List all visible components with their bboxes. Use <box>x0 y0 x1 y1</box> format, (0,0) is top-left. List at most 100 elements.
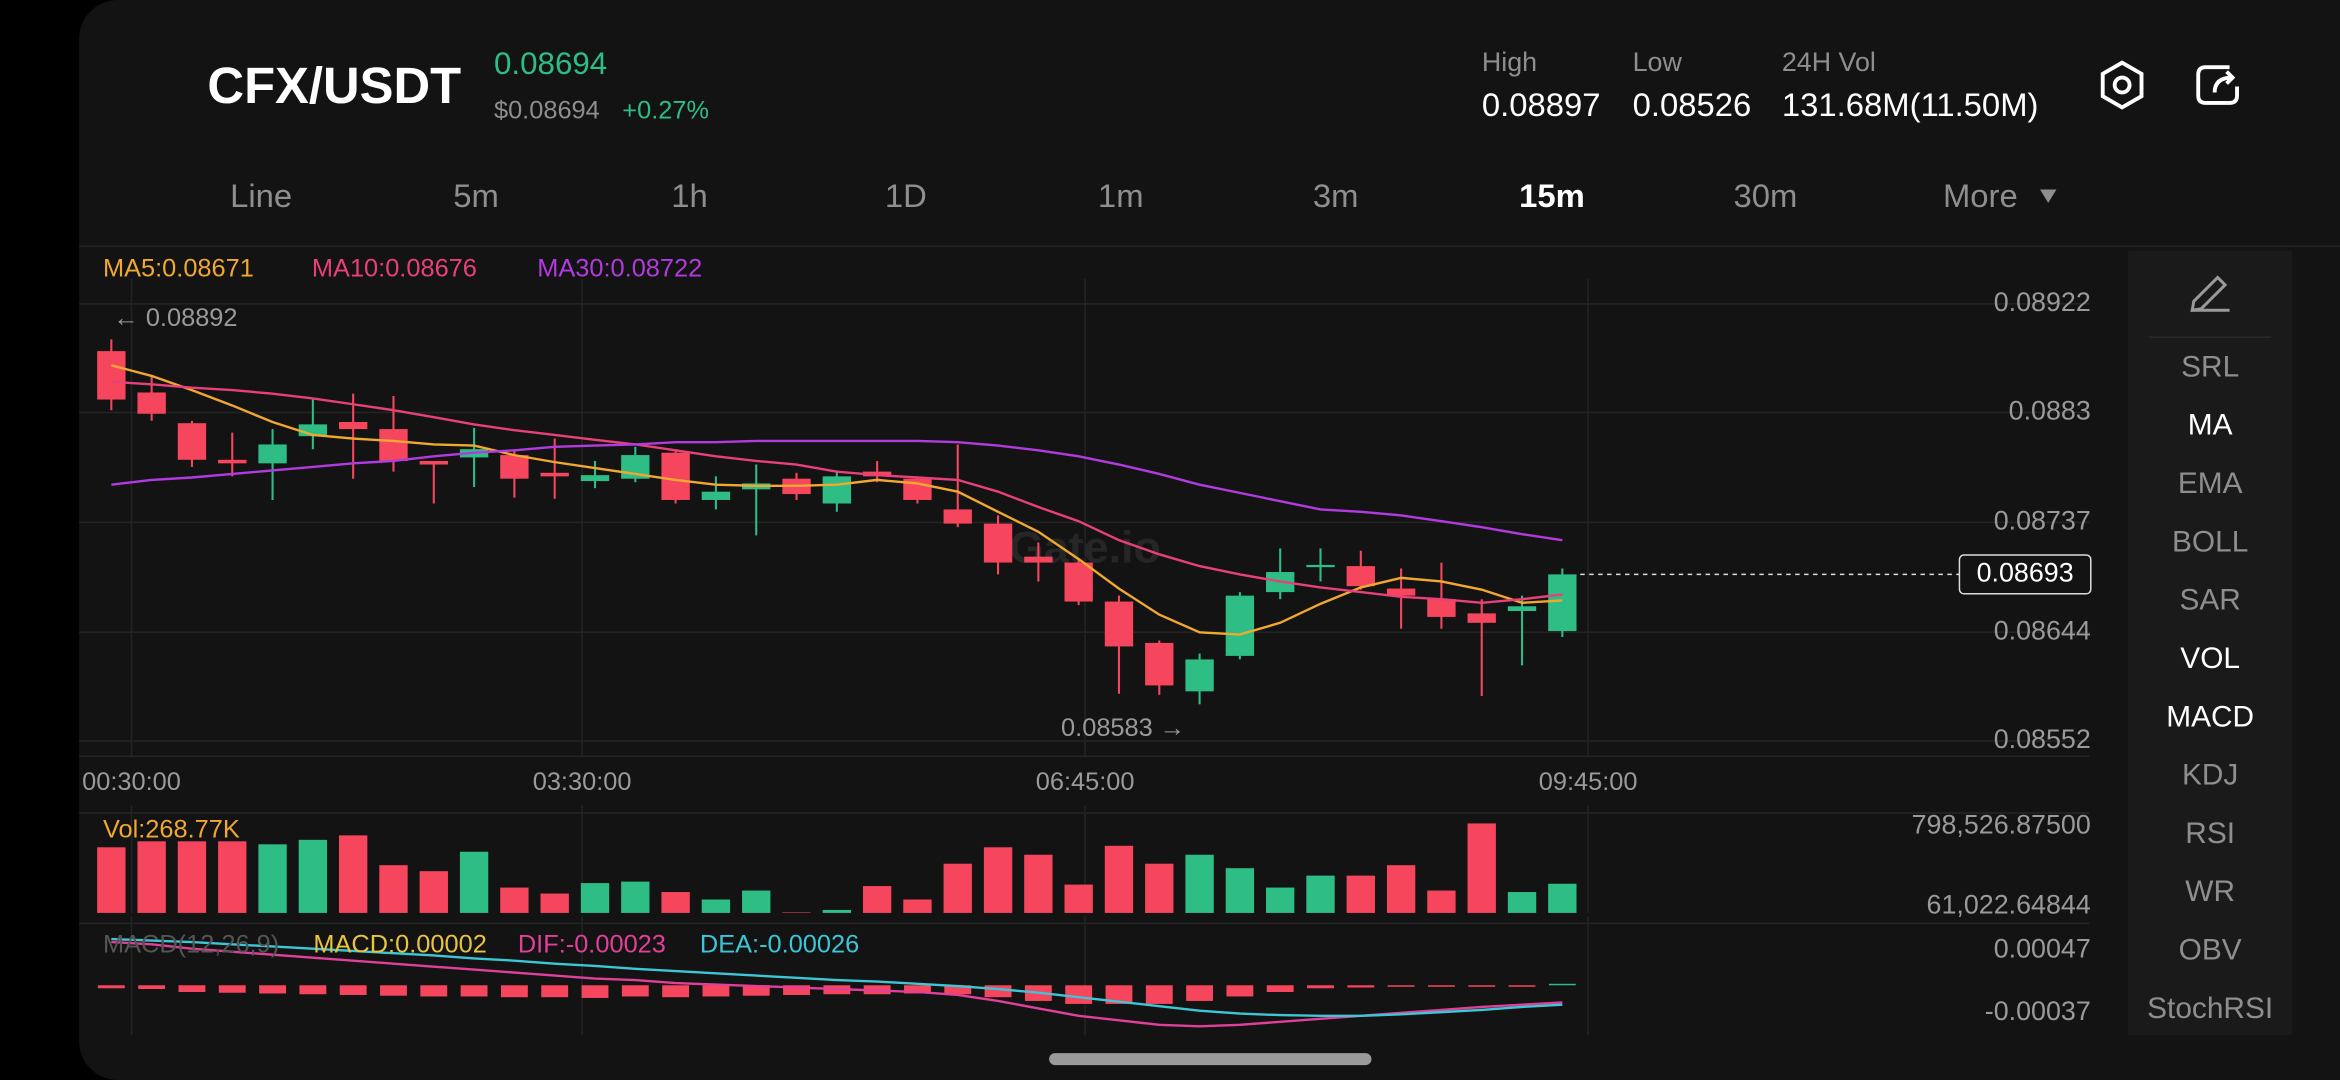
volume-bar <box>1386 865 1416 913</box>
volume-bar <box>1266 887 1295 913</box>
y-tick-label: 798,526.87500 <box>1912 809 2091 839</box>
volume-bar <box>1104 845 1134 913</box>
interval-tab[interactable]: 1m <box>1098 177 1144 214</box>
share-button[interactable] <box>2196 65 2239 105</box>
candle-body <box>500 455 529 479</box>
volume-bar <box>218 841 247 913</box>
macd-bar <box>1427 985 1455 987</box>
volume-bar <box>1467 823 1496 913</box>
candle-body <box>137 392 166 414</box>
macd-bar <box>259 985 286 994</box>
macd-bar <box>1065 985 1093 1004</box>
macd-bar <box>339 985 367 995</box>
indicator-item[interactable]: KDJ <box>2182 759 2238 792</box>
indicator-item[interactable]: BOLL <box>2172 525 2248 558</box>
volume-bar <box>903 899 932 913</box>
indicator-item[interactable]: MACD <box>2166 700 2254 733</box>
indicator-item[interactable]: MA <box>2188 409 2233 442</box>
y-tick-label: 0.08552 <box>1994 724 2091 754</box>
macd-bar <box>1105 985 1133 1004</box>
macd-bar <box>541 985 569 998</box>
interval-tab[interactable]: More <box>1943 177 2018 214</box>
candle-body <box>298 424 328 437</box>
legend-entry: DIF:-0.00023 <box>518 930 666 958</box>
macd-bar <box>460 985 488 997</box>
candle-body <box>540 472 569 477</box>
macd-bar <box>1347 985 1375 988</box>
interval-tab[interactable]: 1D <box>885 177 927 214</box>
volume-bar <box>1346 875 1375 913</box>
volume-bar <box>1185 854 1214 913</box>
macd-line <box>111 940 1563 1028</box>
volume-bar <box>862 886 892 913</box>
y-tick-label: 0.08644 <box>1994 615 2091 645</box>
candle-body <box>822 476 852 504</box>
indicator-item[interactable]: StochRSI <box>2147 992 2273 1025</box>
candle-body <box>177 423 207 460</box>
candle-body <box>1185 659 1214 692</box>
draw-tool-button[interactable] <box>2190 275 2230 313</box>
volume-bar <box>1024 854 1053 913</box>
indicator-item[interactable]: RSI <box>2185 817 2235 850</box>
volume-bar <box>1306 875 1335 913</box>
indicator-panel <box>2128 250 2293 1036</box>
candle-body <box>1064 562 1093 602</box>
indicator-item[interactable]: OBV <box>2179 934 2242 967</box>
macd-bar <box>1508 985 1536 987</box>
macd-bar <box>299 985 327 995</box>
y-tick-label: 61,022.64844 <box>1927 889 2091 919</box>
volume-bar <box>822 909 852 913</box>
macd-bar <box>742 985 770 996</box>
candle-body <box>218 459 247 464</box>
interval-tab[interactable]: 30m <box>1734 177 1798 214</box>
volume-bar <box>177 841 207 913</box>
last-price-label: 0.08693 <box>1977 557 2074 587</box>
interval-tab[interactable]: 5m <box>453 177 499 214</box>
volume-bar <box>540 893 569 913</box>
volume-bar <box>1145 863 1174 913</box>
legend-entry: MA5:0.08671 <box>103 255 254 283</box>
indicator-item[interactable]: SRL <box>2181 350 2239 383</box>
candle-body <box>1467 613 1496 623</box>
legend-entry: MA30:0.08722 <box>537 255 702 283</box>
pair-title: CFX/USDT <box>207 57 461 114</box>
x-tick-label: 00:30:00 <box>82 768 181 796</box>
candle-body <box>1024 556 1053 563</box>
volume-bar <box>701 899 731 913</box>
macd-bar <box>1266 985 1294 992</box>
candle-body <box>258 444 287 464</box>
dropdown-arrow <box>2040 189 2057 203</box>
candle-body <box>943 509 972 524</box>
settings-button[interactable] <box>2100 60 2144 110</box>
interval-tab[interactable]: Line <box>230 177 292 214</box>
indicator-item[interactable]: SAR <box>2179 584 2240 617</box>
y-tick-label: 0.0883 <box>2009 396 2091 426</box>
interval-tab[interactable]: 1h <box>671 177 708 214</box>
indicator-item[interactable]: VOL <box>2180 642 2240 675</box>
volume-bar <box>1548 883 1577 913</box>
macd-bar <box>1226 985 1254 997</box>
stat-label: Low <box>1633 47 1683 77</box>
macd-bar <box>1548 983 1576 986</box>
candle-body <box>1427 599 1456 617</box>
volume-bar <box>97 847 126 913</box>
candle-body <box>1507 606 1537 612</box>
x-tick-label: 09:45:00 <box>1539 768 1638 796</box>
macd-line <box>111 937 1563 1018</box>
price-change: +0.27% <box>622 97 709 125</box>
volume-bar <box>1507 892 1537 913</box>
macd-bar <box>1468 985 1496 987</box>
interval-tab[interactable]: 15m <box>1519 177 1585 214</box>
interval-tab[interactable]: 3m <box>1313 177 1359 214</box>
indicator-item[interactable]: WR <box>2185 875 2235 908</box>
volume-bar <box>782 912 811 913</box>
candle-body <box>1548 574 1577 632</box>
ma-line <box>111 439 1563 542</box>
indicator-item[interactable]: EMA <box>2178 467 2243 500</box>
volume-bar <box>742 890 771 913</box>
y-tick-label: 0.08922 <box>1994 287 2091 317</box>
candle-body <box>580 475 610 482</box>
candle-body <box>1346 566 1375 587</box>
macd-bar <box>500 985 528 998</box>
